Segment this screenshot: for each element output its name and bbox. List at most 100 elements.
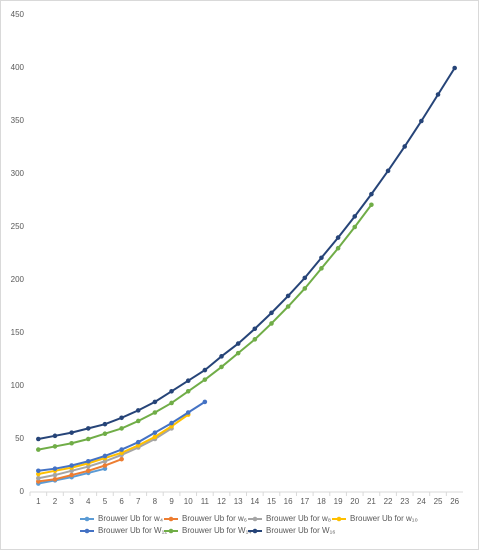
data-point: [52, 466, 58, 471]
x-tick-label: 8: [153, 497, 158, 506]
y-tick-label: 300: [11, 169, 25, 178]
data-point: [385, 168, 391, 174]
legend-marker: [336, 516, 342, 522]
data-point: [36, 471, 41, 477]
data-point: [152, 430, 158, 435]
data-point: [119, 415, 124, 421]
data-point: [102, 466, 108, 471]
x-tick-label: 19: [334, 497, 343, 506]
data-point: [252, 337, 258, 342]
x-tick-label: 18: [317, 497, 326, 506]
data-point: [319, 255, 324, 261]
data-point: [85, 464, 91, 469]
legend-marker: [252, 516, 258, 522]
x-tick-label: 20: [350, 497, 359, 506]
data-point: [352, 214, 358, 219]
x-tick-label: 9: [169, 497, 174, 506]
x-tick-label: 11: [201, 497, 210, 506]
data-point: [169, 400, 174, 406]
data-point: [152, 410, 158, 415]
data-point: [202, 367, 208, 373]
data-point: [36, 479, 41, 484]
x-tick-label: 15: [267, 497, 276, 506]
data-point: [102, 453, 108, 459]
data-point: [85, 436, 91, 442]
data-point: [36, 468, 41, 474]
data-point: [52, 444, 58, 449]
data-point: [435, 92, 441, 97]
x-tick-label: 7: [136, 497, 141, 506]
data-point: [269, 321, 274, 326]
data-point: [102, 421, 108, 427]
legend-label: Brouwer Ub for w₆: [182, 514, 247, 523]
x-tick-label: 1: [36, 497, 41, 506]
data-point: [302, 275, 308, 281]
data-point: [135, 439, 141, 445]
x-tick-label: 16: [284, 497, 293, 506]
data-point: [102, 431, 108, 437]
x-tick-label: 12: [217, 497, 226, 506]
data-point: [85, 468, 91, 474]
y-tick-label: 150: [11, 328, 25, 337]
x-tick-label: 22: [384, 497, 393, 506]
data-point: [419, 118, 424, 124]
data-point: [269, 310, 274, 316]
data-point: [135, 418, 141, 424]
series-line: [38, 413, 189, 475]
legend-label: Brouwer Ub for w₄: [98, 514, 163, 523]
series-line: [38, 458, 122, 483]
y-tick-label: 0: [20, 487, 25, 496]
data-point: [169, 389, 174, 394]
x-tick-label: 2: [53, 497, 58, 506]
data-point: [69, 430, 74, 435]
y-tick-label: 100: [11, 381, 25, 390]
x-tick-label: 13: [234, 497, 243, 506]
y-tick-label: 350: [11, 116, 25, 125]
data-point: [69, 463, 74, 468]
data-point: [119, 450, 124, 456]
data-point: [36, 447, 41, 452]
data-point: [52, 433, 58, 439]
data-point: [135, 408, 141, 413]
data-point: [285, 293, 291, 299]
data-point: [85, 426, 91, 431]
data-point: [335, 245, 341, 251]
data-point: [36, 436, 41, 442]
data-point: [152, 434, 158, 440]
data-point: [185, 389, 191, 394]
data-point: [169, 423, 174, 429]
legend-marker: [84, 516, 90, 522]
data-point: [452, 65, 457, 71]
legend-label: Brouwer Ub for W₁₆: [266, 526, 336, 535]
data-point: [185, 410, 191, 415]
legend-marker: [252, 528, 258, 534]
legend-marker: [168, 528, 174, 534]
data-point: [135, 443, 141, 448]
data-point: [319, 266, 324, 271]
y-tick-label: 400: [11, 63, 25, 72]
data-point: [219, 364, 224, 370]
data-point: [285, 304, 291, 309]
data-point: [85, 458, 91, 464]
series-line: [38, 67, 456, 440]
data-point: [119, 456, 124, 462]
x-tick-label: 17: [300, 497, 309, 506]
x-tick-label: 26: [450, 497, 459, 506]
data-point: [102, 458, 108, 464]
x-tick-label: 4: [86, 497, 91, 506]
y-tick-label: 50: [15, 434, 24, 443]
data-point: [119, 447, 124, 452]
x-tick-label: 3: [69, 497, 74, 506]
legend-label: Brouwer Ub for W₁₂: [98, 526, 167, 535]
data-point: [69, 440, 74, 446]
x-tick-label: 14: [250, 497, 259, 506]
data-point: [369, 191, 374, 197]
legend-label: Brouwer Ub for w₈: [266, 514, 331, 523]
data-point: [69, 472, 74, 478]
data-point: [36, 475, 41, 481]
x-tick-label: 25: [434, 497, 443, 506]
data-point: [352, 224, 358, 230]
